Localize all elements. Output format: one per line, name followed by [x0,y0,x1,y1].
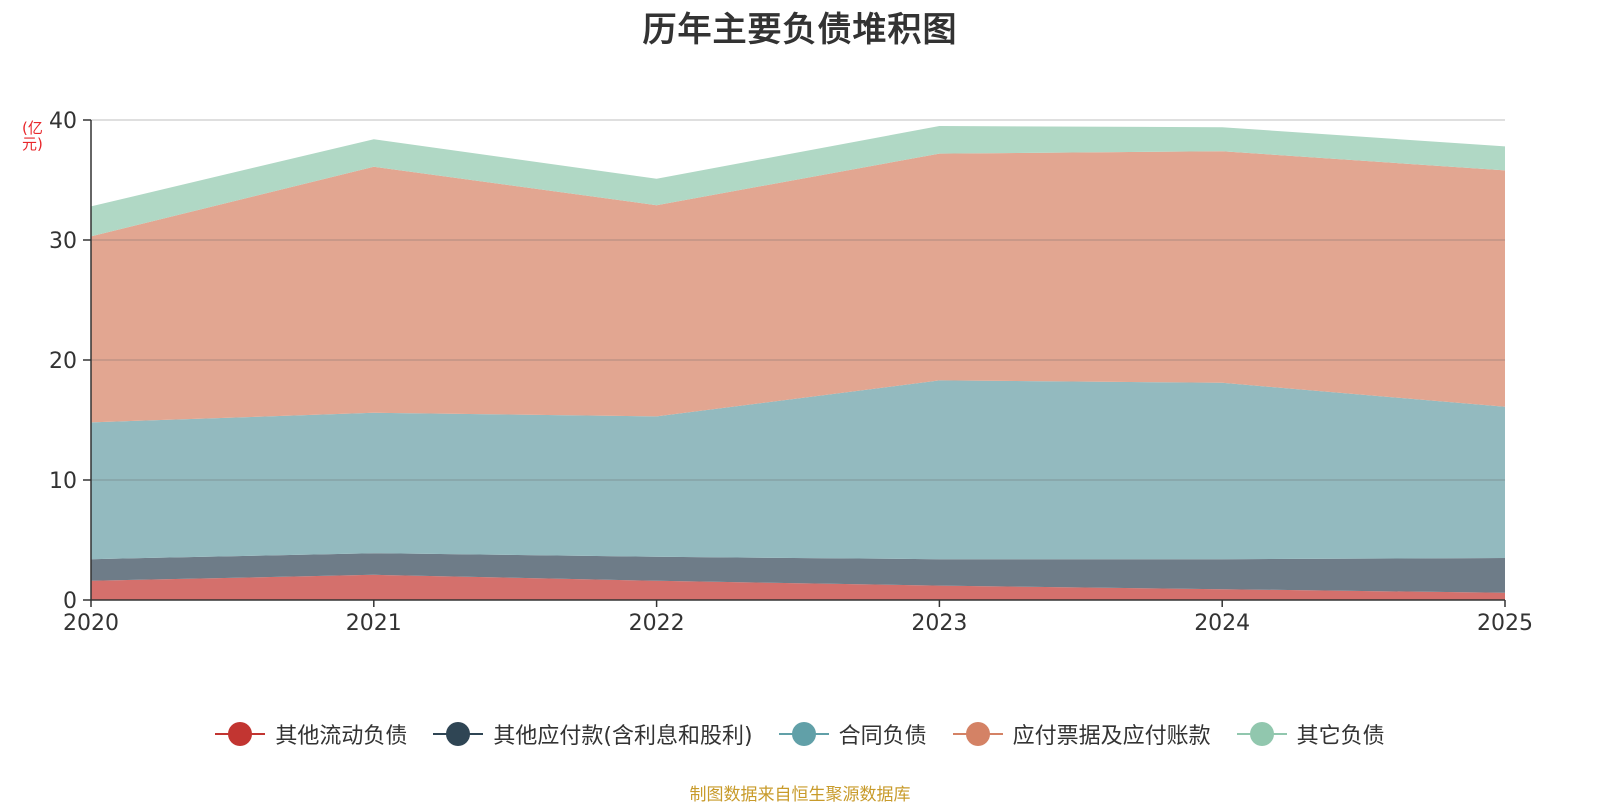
legend-item-other-liabilities[interactable]: 其它负债 [1236,718,1385,750]
legend-label: 其他流动负债 [275,724,408,749]
legend-marker-icon [778,721,829,747]
y-tick-label: 20 [49,349,77,374]
x-tick-label: 2022 [629,611,685,636]
area-series-3 [91,151,1505,423]
area-layers [91,126,1505,600]
x-tick-label: 2025 [1477,611,1533,636]
legend-item-other-payables[interactable]: 其他应付款(含利息和股利) [433,718,753,750]
area-series-0 [91,574,1505,600]
y-tick-label: 10 [49,469,77,494]
x-tick-label: 2024 [1194,611,1250,636]
legend-label: 合同负债 [838,724,927,749]
legend-label: 应付票据及应付账款 [1012,724,1211,749]
chart-title: 历年主要负债堆积图 [642,10,958,50]
x-tick-label: 2021 [346,611,402,636]
grid-lines [91,119,1505,481]
area-series-4 [91,126,1505,237]
axes: 0 10 20 30 40 2020 2021 2022 2023 2024 2025 [49,109,1533,636]
y-axis-unit-label: (亿元) [22,119,43,153]
legend-item-contract-liabilities[interactable]: 合同负债 [778,718,927,750]
legend-marker-icon [952,721,1003,747]
x-tick-label: 2023 [911,611,967,636]
legend-marker-icon [215,721,266,747]
legend-item-other-current-liabilities[interactable]: 其他流动负债 [215,718,407,750]
legend: 其他流动负债 其他应付款(含利息和股利) 合同负债 应付票据及应付账款 其它负债 [0,718,1600,750]
x-tick-label: 2020 [63,611,119,636]
source-note: 制图数据来自恒生聚源数据库 [689,785,911,805]
y-tick-label: 0 [63,589,77,614]
legend-marker-icon [433,721,484,747]
legend-label: 其他应付款(含利息和股利) [493,724,753,749]
legend-label: 其它负债 [1296,724,1385,749]
area-series-2 [91,380,1505,560]
y-tick-label: 30 [49,229,77,254]
y-tick-label: 40 [49,109,77,134]
legend-item-notes-accounts-payable[interactable]: 应付票据及应付账款 [952,718,1211,750]
legend-marker-icon [1236,721,1287,747]
area-series-1 [91,553,1505,593]
